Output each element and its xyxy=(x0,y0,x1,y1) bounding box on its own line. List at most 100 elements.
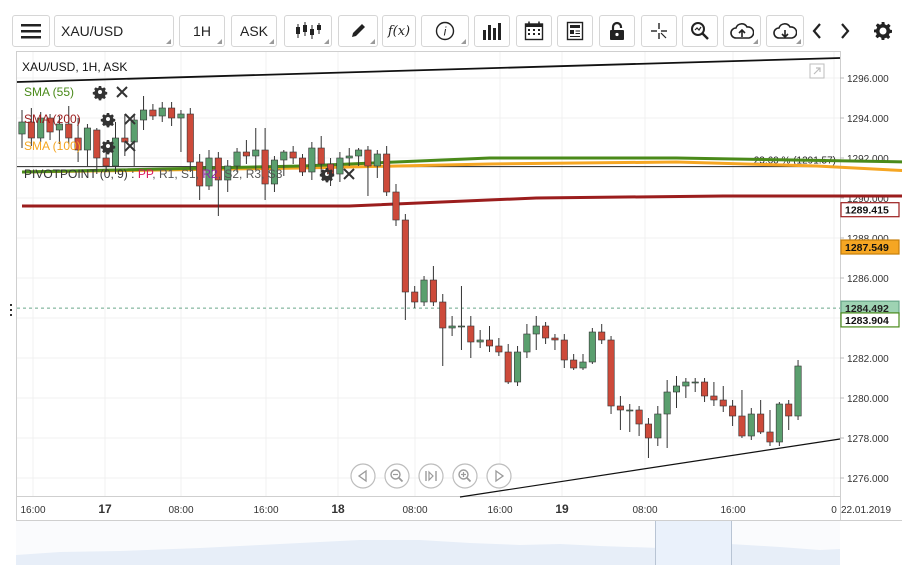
candle[interactable] xyxy=(775,402,783,446)
indicator-settings-button[interactable] xyxy=(100,140,116,155)
candle[interactable] xyxy=(74,118,82,162)
candle[interactable] xyxy=(196,154,204,200)
candle[interactable] xyxy=(476,330,484,348)
candle[interactable] xyxy=(579,354,587,370)
indicator-settings-button[interactable] xyxy=(92,86,108,101)
candle[interactable] xyxy=(626,404,634,432)
zoom-in-button[interactable] xyxy=(452,463,478,489)
candle[interactable] xyxy=(214,152,222,216)
plot-area[interactable] xyxy=(16,51,841,497)
scroll-next-button[interactable] xyxy=(834,15,856,47)
indicators-button[interactable]: f(x) xyxy=(382,15,416,47)
candle[interactable] xyxy=(158,102,166,122)
candle[interactable] xyxy=(55,116,63,144)
price-side-selector[interactable]: ASK xyxy=(231,15,277,47)
save-cloud-button[interactable] xyxy=(723,15,761,47)
indicator-settings-button[interactable] xyxy=(100,113,116,128)
candle[interactable] xyxy=(27,108,35,146)
candle[interactable] xyxy=(616,396,624,430)
candle[interactable] xyxy=(186,108,194,172)
candle[interactable] xyxy=(523,324,531,358)
candle[interactable] xyxy=(392,184,400,226)
candles-group[interactable] xyxy=(18,96,802,458)
candle[interactable] xyxy=(93,128,101,174)
candle[interactable] xyxy=(654,406,662,446)
candle[interactable] xyxy=(682,378,690,398)
candle[interactable] xyxy=(280,150,288,176)
timeframe-selector[interactable]: 1H xyxy=(179,15,225,47)
candle[interactable] xyxy=(598,324,606,344)
candle[interactable] xyxy=(672,376,680,408)
candle[interactable] xyxy=(457,286,465,350)
candle[interactable] xyxy=(551,334,559,350)
zoom-search-button[interactable] xyxy=(682,15,718,47)
lower-trendline[interactable] xyxy=(459,438,841,498)
candle[interactable] xyxy=(252,128,260,170)
candle[interactable] xyxy=(448,316,456,336)
candle[interactable] xyxy=(102,150,110,172)
indicator-legend-sma[interactable]: SMA (55) xyxy=(24,85,128,101)
candle[interactable] xyxy=(345,148,353,166)
candle[interactable] xyxy=(383,146,391,196)
candle[interactable] xyxy=(411,286,419,308)
symbol-selector[interactable]: XAU/USD xyxy=(54,15,174,47)
menu-button[interactable] xyxy=(12,15,50,47)
candle[interactable] xyxy=(18,110,26,148)
candle[interactable] xyxy=(542,322,550,344)
candle[interactable] xyxy=(140,96,148,130)
chart-type-button[interactable] xyxy=(284,15,332,47)
lock-button[interactable] xyxy=(599,15,635,47)
candle[interactable] xyxy=(747,408,755,440)
sma-200-line[interactable] xyxy=(22,194,902,210)
maximize-button[interactable] xyxy=(809,63,825,79)
candle[interactable] xyxy=(298,154,306,176)
candle[interactable] xyxy=(794,360,802,420)
zoom-out-button[interactable] xyxy=(384,463,410,489)
candle[interactable] xyxy=(270,156,278,192)
candle[interactable] xyxy=(710,382,718,406)
indicator-remove-button[interactable] xyxy=(116,86,128,98)
candle[interactable] xyxy=(149,104,157,120)
settings-button[interactable] xyxy=(870,15,896,47)
news-button[interactable] xyxy=(557,15,593,47)
candle[interactable] xyxy=(439,294,447,366)
candle[interactable] xyxy=(401,214,409,320)
indicator-remove-button[interactable] xyxy=(343,168,355,180)
draw-tool-button[interactable] xyxy=(338,15,378,47)
candle[interactable] xyxy=(570,354,578,370)
scroll-left-button[interactable] xyxy=(350,463,376,489)
candle[interactable] xyxy=(261,128,269,200)
candle[interactable] xyxy=(514,346,522,386)
candle[interactable] xyxy=(719,386,727,412)
navigator-strip[interactable] xyxy=(16,521,840,565)
candle[interactable] xyxy=(177,110,185,152)
upper-trendline[interactable] xyxy=(16,57,841,83)
bar-chart-button[interactable] xyxy=(474,15,510,47)
candle[interactable] xyxy=(46,114,54,140)
candle[interactable] xyxy=(785,400,793,430)
candle[interactable] xyxy=(644,418,652,458)
scroll-prev-button[interactable] xyxy=(806,15,828,47)
candle[interactable] xyxy=(467,316,475,358)
navigator-window[interactable] xyxy=(655,521,732,565)
indicator-settings-button[interactable] xyxy=(319,168,335,183)
calendar-button[interactable] xyxy=(516,15,552,47)
scroll-right-button[interactable] xyxy=(486,463,512,489)
indicator-legend-pivot[interactable]: PIVOTPOINT (0, 9) : PP, R1, S1, R2, S2, … xyxy=(24,167,355,183)
candle[interactable] xyxy=(691,378,699,392)
candle[interactable] xyxy=(532,316,540,350)
candle[interactable] xyxy=(168,102,176,126)
candle[interactable] xyxy=(373,150,381,178)
candle[interactable] xyxy=(65,106,73,144)
candle[interactable] xyxy=(355,148,363,166)
candle[interactable] xyxy=(495,338,503,356)
candle[interactable] xyxy=(766,410,774,446)
sma-55-line[interactable] xyxy=(21,156,902,320)
candle[interactable] xyxy=(663,380,671,448)
indicator-remove-button[interactable] xyxy=(124,113,136,125)
indicator-legend-sma[interactable]: SMA (200) xyxy=(24,112,136,128)
candle[interactable] xyxy=(504,344,512,384)
candle[interactable] xyxy=(83,124,91,166)
candle[interactable] xyxy=(364,146,372,196)
